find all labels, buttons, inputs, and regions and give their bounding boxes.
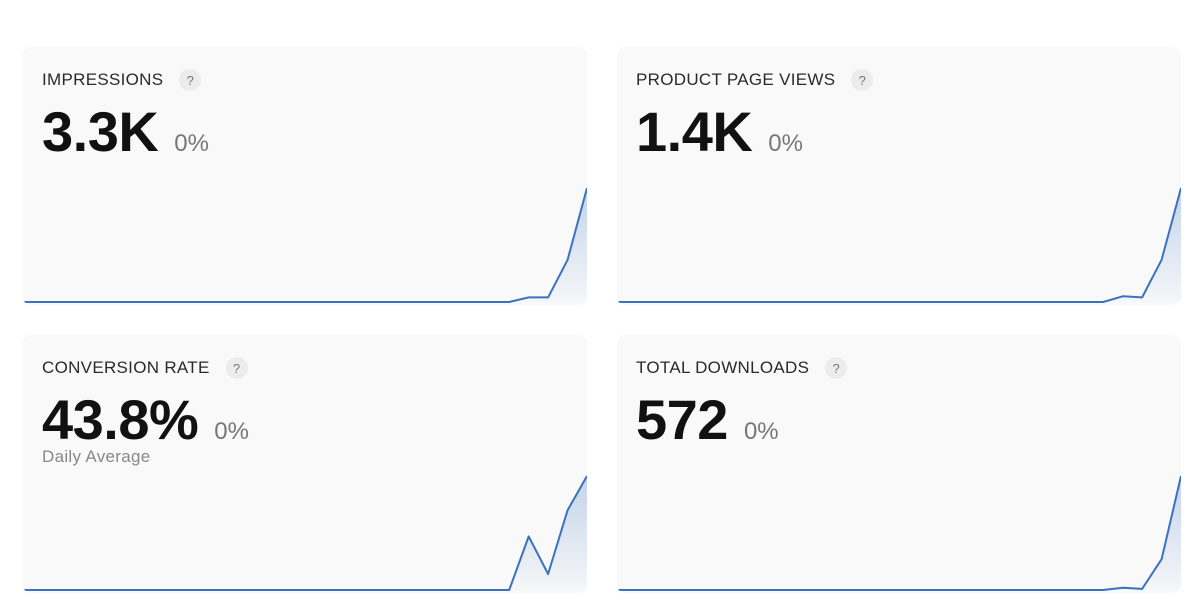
- sparkline-line: [23, 475, 587, 591]
- metric-value: 1.4K: [636, 100, 753, 163]
- card-title: PRODUCT PAGE VIEWS: [636, 70, 836, 89]
- help-button[interactable]: ?: [825, 357, 848, 379]
- sparkline-area: [617, 188, 1181, 302]
- sparkline-line: [617, 475, 1181, 591]
- metric-value: 43.8%: [42, 388, 199, 451]
- sparkline: [23, 187, 587, 303]
- metric-change: 0%: [768, 130, 803, 157]
- sparkline: [617, 475, 1181, 591]
- metric-value: 3.3K: [42, 100, 159, 163]
- sparkline-area: [23, 188, 587, 302]
- metric-card: TOTAL DOWNLOADS? 572 0%: [617, 335, 1181, 593]
- card-title-row: PRODUCT PAGE VIEWS?: [636, 69, 874, 91]
- sparkline: [617, 187, 1181, 303]
- card-title-row: TOTAL DOWNLOADS?: [636, 357, 848, 379]
- value-row: 572 0%: [636, 387, 779, 452]
- metric-value: 572: [636, 388, 728, 451]
- metric-card: IMPRESSIONS? 3.3K 0%: [23, 47, 587, 305]
- card-title-row: CONVERSION RATE?: [42, 357, 248, 379]
- value-row: 3.3K 0%: [42, 99, 209, 164]
- sparkline-area: [23, 476, 587, 590]
- card-title: IMPRESSIONS: [42, 70, 164, 89]
- metric-card: CONVERSION RATE? 43.8% 0% Daily Average: [23, 335, 587, 593]
- help-button[interactable]: ?: [179, 69, 202, 91]
- help-button[interactable]: ?: [851, 69, 874, 91]
- sparkline-area: [617, 476, 1181, 590]
- value-row: 1.4K 0%: [636, 99, 803, 164]
- sparkline-line: [23, 187, 587, 303]
- card-title-row: IMPRESSIONS?: [42, 69, 202, 91]
- value-row: 43.8% 0%: [42, 387, 249, 452]
- metric-subtitle: Daily Average: [42, 447, 151, 466]
- card-title: TOTAL DOWNLOADS: [636, 358, 810, 377]
- sparkline: [23, 475, 587, 591]
- sparkline-line: [617, 187, 1181, 303]
- help-button[interactable]: ?: [225, 357, 248, 379]
- metric-change: 0%: [174, 130, 209, 157]
- metric-card: PRODUCT PAGE VIEWS? 1.4K 0%: [617, 47, 1181, 305]
- metric-change: 0%: [214, 418, 249, 445]
- card-title: CONVERSION RATE: [42, 358, 210, 377]
- metric-change: 0%: [743, 418, 779, 445]
